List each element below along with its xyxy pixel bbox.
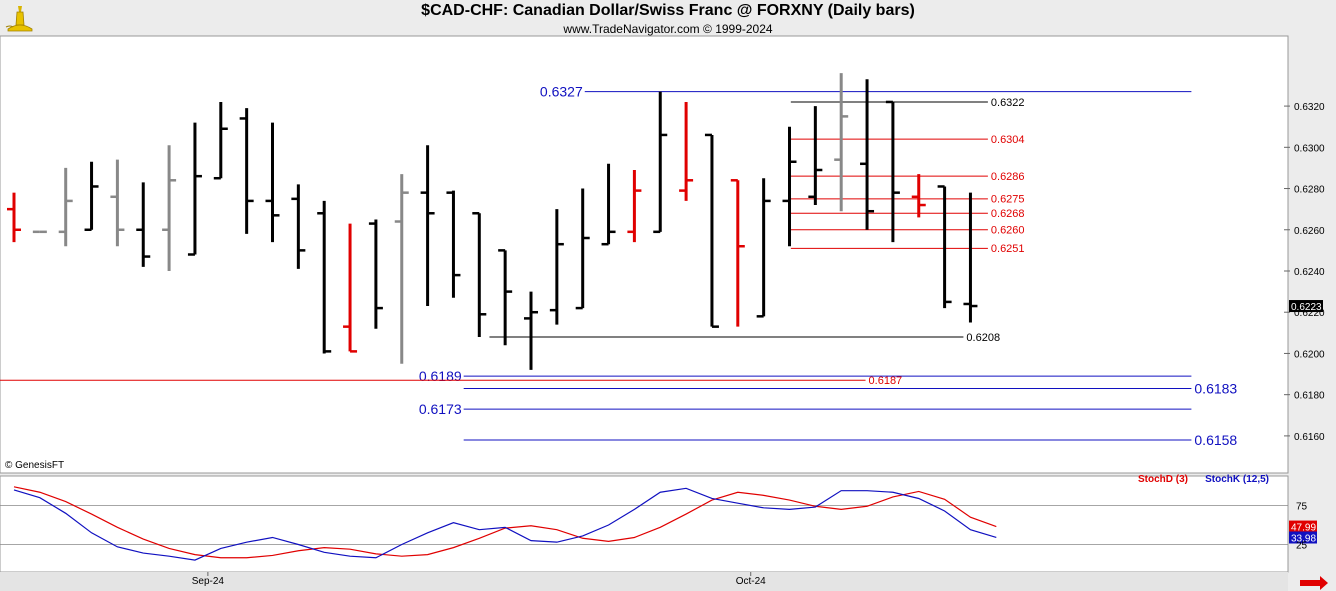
level-label: 0.6187 bbox=[869, 375, 903, 387]
time-axis-label: Oct-24 bbox=[736, 576, 766, 587]
copyright-label: © GenesisFT bbox=[5, 460, 64, 471]
genesis-lighthouse-logo-icon bbox=[5, 6, 33, 32]
time-axis-label: Sep-24 bbox=[192, 576, 225, 587]
stoch-last-value-label: 33.98 bbox=[1291, 533, 1316, 544]
level-label: 0.6208 bbox=[966, 332, 1000, 344]
scroll-right-arrow-icon[interactable] bbox=[1300, 576, 1328, 590]
level-label: 0.6173 bbox=[419, 401, 462, 417]
last-price-box bbox=[1289, 300, 1323, 313]
time-axis-background bbox=[0, 572, 1288, 591]
stoch-axis-label: 75 bbox=[1296, 502, 1308, 513]
grid-layer bbox=[0, 505, 1288, 545]
last-price-label: 0.6223 bbox=[1291, 302, 1322, 313]
stoch-series-line bbox=[13, 486, 997, 559]
chart-header: $CAD-CHF: Canadian Dollar/Swiss Franc @ … bbox=[0, 0, 1336, 36]
price-axis-label: 0.6260 bbox=[1294, 226, 1325, 237]
stoch-last-value-box bbox=[1289, 520, 1317, 533]
support-resistance-levels: 0.6327 0.6322 0.6304 0.6286 0.6275 0.6268 0.62… bbox=[0, 84, 1237, 448]
price-bars bbox=[7, 73, 978, 370]
price-axis-label: 0.6280 bbox=[1294, 185, 1325, 196]
stoch-panel-background bbox=[0, 475, 1289, 573]
stoch-series-line bbox=[13, 487, 997, 561]
price-axis-label: 0.6180 bbox=[1294, 391, 1325, 402]
stochk-legend: StochK (12,5) bbox=[1205, 474, 1269, 485]
price-panel-background bbox=[0, 35, 1289, 474]
axis-labels: 0.63200.63000.62800.62600.62400.62200.62… bbox=[192, 102, 1325, 587]
level-label: 0.6189 bbox=[419, 368, 462, 384]
stoch-last-value-box bbox=[1289, 531, 1317, 544]
price-axis-label: 0.6320 bbox=[1294, 102, 1325, 113]
level-label: 0.6183 bbox=[1194, 380, 1237, 396]
level-label: 0.6322 bbox=[991, 97, 1025, 109]
level-label: 0.6260 bbox=[991, 225, 1025, 237]
level-label: 0.6304 bbox=[991, 134, 1025, 146]
price-axis-label: 0.6220 bbox=[1294, 308, 1325, 319]
price-axis-label: 0.6300 bbox=[1294, 143, 1325, 154]
price-axis-label: 0.6160 bbox=[1294, 432, 1325, 443]
stoch-axis-label: 25 bbox=[1296, 541, 1308, 552]
stoch-last-value-label: 47.99 bbox=[1291, 523, 1316, 534]
price-axis-label: 0.6240 bbox=[1294, 267, 1325, 278]
level-label: 0.6251 bbox=[991, 243, 1025, 255]
price-axis-label: 0.6200 bbox=[1294, 349, 1325, 360]
level-label: 0.6286 bbox=[991, 171, 1025, 183]
level-label: 0.6268 bbox=[991, 208, 1025, 220]
level-label: 0.6158 bbox=[1194, 432, 1237, 448]
chart-subtitle: www.TradeNavigator.com © 1999-2024 bbox=[563, 22, 773, 36]
stochd-legend: StochD (3) bbox=[1138, 474, 1188, 485]
level-label: 0.6275 bbox=[991, 194, 1025, 206]
level-label: 0.6327 bbox=[540, 84, 583, 100]
chart-title: $CAD-CHF: Canadian Dollar/Swiss Franc @ … bbox=[421, 2, 915, 19]
